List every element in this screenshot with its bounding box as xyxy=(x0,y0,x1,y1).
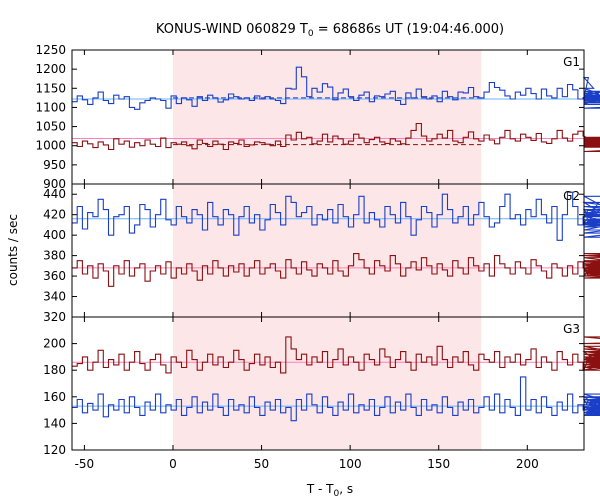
x-axis-label-rest: , s xyxy=(339,482,353,496)
chart-title-sub: 0 xyxy=(308,29,314,39)
y-tick-label: 400 xyxy=(43,228,66,242)
y-tick-label: 180 xyxy=(43,363,66,377)
x-tick-label: 200 xyxy=(516,457,539,471)
y-tick-label: 140 xyxy=(43,416,66,430)
series-line-g1-lower xyxy=(72,122,600,153)
y-tick-label: 420 xyxy=(43,208,66,222)
series-line-g3-lower xyxy=(72,376,600,422)
panel-frame xyxy=(71,316,585,451)
series-line-g3-upper xyxy=(72,336,600,374)
y-tick-label: 120 xyxy=(43,443,66,457)
highlight-band xyxy=(172,317,482,450)
chart-title: KONUS-WIND 060829 T0 = 68686s UT (19:04:… xyxy=(156,22,504,39)
y-tick-label: 160 xyxy=(43,390,66,404)
x-axis-label-main: T - T xyxy=(306,482,334,496)
y-tick-label: 1050 xyxy=(35,120,66,134)
panel-g2: 320 340 360 380 400 420 440 G2 xyxy=(43,183,600,324)
x-tick-label: 0 xyxy=(169,457,177,471)
series-line-g1-upper xyxy=(72,66,600,110)
y-tick-label: 200 xyxy=(43,337,66,351)
y-tick-label: 1250 xyxy=(35,43,66,57)
series-line-g2-lower xyxy=(72,253,600,287)
panel-g3: 120 140 160 180 200 G3 -50 0 50 100 150 200 xyxy=(43,316,600,471)
highlight-band xyxy=(172,50,482,184)
panel-g1: 900 950 1000 1050 1100 1150 1200 1250 G1 xyxy=(35,43,600,191)
y-tick-label: 1150 xyxy=(35,81,66,95)
panel-label: G3 xyxy=(563,322,580,336)
y-tick-label: 360 xyxy=(43,269,66,283)
x-tick-label: 150 xyxy=(427,457,450,471)
x-tick-label: -50 xyxy=(75,457,95,471)
y-tick-label: 380 xyxy=(43,249,66,263)
x-tick-label: 100 xyxy=(339,457,362,471)
y-tick-label: 320 xyxy=(43,310,66,324)
panel-label: G1 xyxy=(563,55,580,69)
x-tick-label: 50 xyxy=(254,457,269,471)
y-tick-label: 950 xyxy=(43,158,66,172)
chart-title-main: KONUS-WIND 060829 T xyxy=(156,22,308,37)
highlight-band xyxy=(172,184,482,317)
y-tick-label: 900 xyxy=(43,177,66,191)
y-axis-label: counts / sec xyxy=(6,214,20,286)
chart-title-rest: = 68686s UT (19:04:46.000) xyxy=(314,22,504,37)
panels-group: 900950100010501100115012001250G132034036… xyxy=(35,43,600,471)
x-axis-label: T - T0, s xyxy=(306,482,353,499)
x-axis-label-sub: 0 xyxy=(334,489,340,499)
y-tick-label: 1100 xyxy=(35,100,66,114)
panel-label: G2 xyxy=(563,189,580,203)
y-tick-label: 340 xyxy=(43,290,66,304)
y-tick-label: 1000 xyxy=(35,139,66,153)
series-line-g2-upper xyxy=(72,191,600,241)
y-tick-label: 440 xyxy=(43,187,66,201)
y-tick-label: 1200 xyxy=(35,62,66,76)
